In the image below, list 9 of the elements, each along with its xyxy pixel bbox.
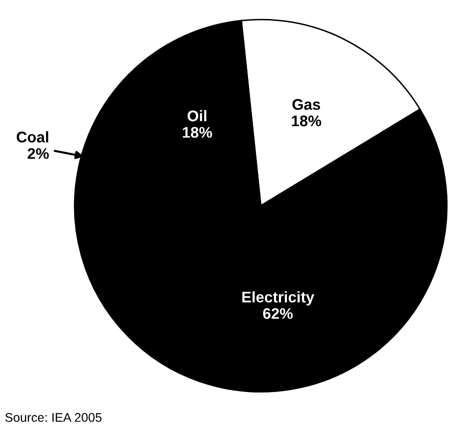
slice-label: Oil	[188, 110, 206, 122]
slice-label: Electricity	[242, 291, 314, 306]
data-label: 18%	[292, 115, 322, 126]
source-note: Source: IEA 2005	[5, 413, 102, 422]
slice-label: Coal	[16, 131, 48, 142]
data-label: 18%	[182, 126, 212, 138]
data-label: 62%	[263, 308, 293, 319]
slice-label: Gas	[292, 99, 320, 110]
data-label: 2%	[28, 148, 49, 159]
